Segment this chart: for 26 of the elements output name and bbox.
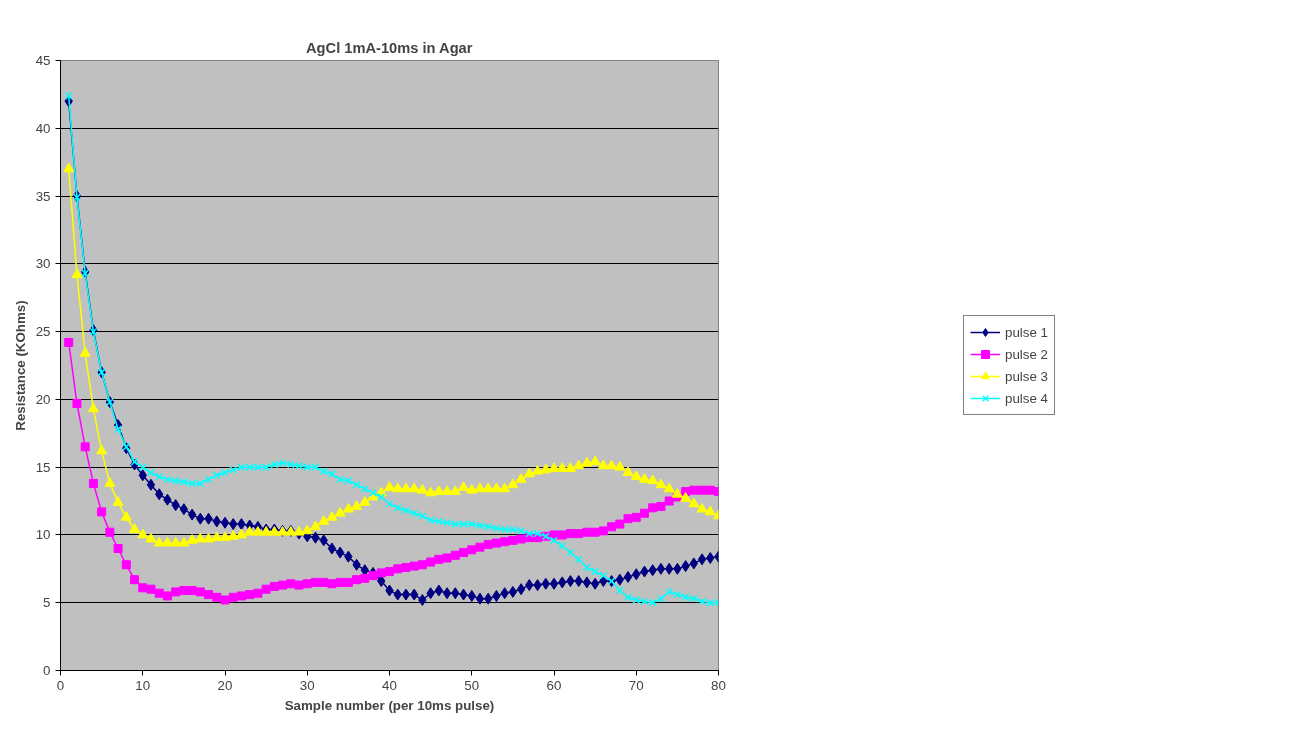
x-tick-label: 10 [135,677,151,693]
legend-label: pulse 1 [1005,324,1048,340]
x-tick-label: 70 [628,677,644,693]
y-tick-label: 45 [35,53,51,68]
y-tick-label: 25 [35,324,51,340]
y-tick-label: 15 [35,459,51,475]
x-tick-label: 50 [464,677,480,693]
chart-title: AgCl 1mA-10ms in Agar [306,39,473,56]
x-axis-title: Sample number (per 10ms pulse) [284,697,495,713]
legend-label: pulse 3 [1005,368,1048,384]
x-tick-label: 40 [382,677,397,693]
y-tick-label: 0 [43,663,51,678]
y-tick-label: 35 [35,188,51,204]
y-tick-label: 40 [35,120,51,136]
legend-label: pulse 2 [1005,346,1048,362]
x-tick-label: 30 [299,677,315,693]
legend-label: pulse 4 [1005,390,1048,406]
y-tick-label: 20 [35,391,51,407]
y-axis-title: Resistance (KOhms) [12,300,28,431]
y-tick-label: 5 [43,595,51,611]
y-tick-label: 30 [35,256,51,272]
x-tick-label: 80 [711,677,726,693]
x-tick-label: 0 [56,677,65,693]
x-tick-label: 20 [217,677,233,693]
y-tick-label: 10 [35,527,51,543]
x-tick-label: 60 [546,677,562,693]
